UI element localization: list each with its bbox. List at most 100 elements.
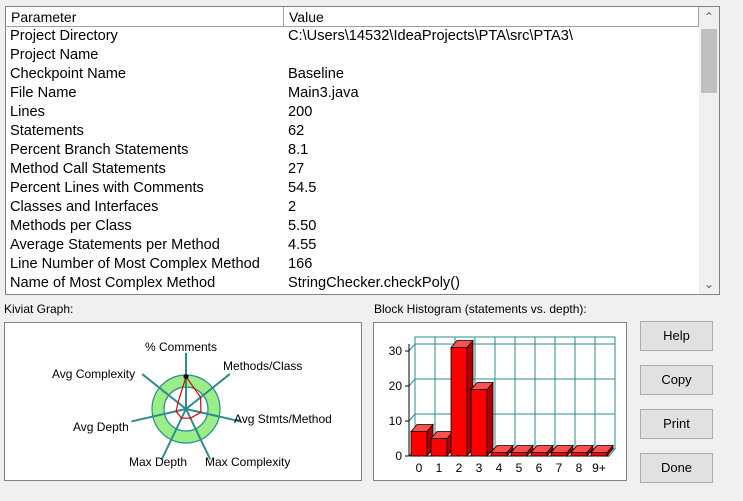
histogram-y-tick-label: 0 xyxy=(395,449,402,463)
histogram-grid-line xyxy=(408,343,416,352)
kiviat-axis-label: Max Complexity xyxy=(205,455,290,469)
kiviat-axis-label: Avg Depth xyxy=(73,420,129,434)
kiviat-graph-panel: % Comments Methods/Class Avg Stmts/Method M… xyxy=(4,322,362,481)
value-cell: 27 xyxy=(288,161,305,177)
table-row[interactable]: File Name Main3.java xyxy=(6,84,699,103)
kiviat-axis xyxy=(185,373,231,410)
kiviat-graph: % Comments Methods/Class Avg Stmts/Method M… xyxy=(52,340,332,469)
parameter-cell: Percent Branch Statements xyxy=(10,142,189,158)
table-row[interactable]: Percent Lines with Comments 54.5 xyxy=(6,179,699,198)
table-scrollbar[interactable]: ⌃ ⌄ xyxy=(699,7,719,294)
kiviat-peak-marker xyxy=(183,374,189,380)
chevron-up-icon[interactable]: ⌃ xyxy=(703,10,715,24)
kiviat-axis-label: Methods/Class xyxy=(223,359,302,373)
kiviat-axis-label: % Comments xyxy=(145,340,217,354)
help-button[interactable]: Help xyxy=(640,321,713,351)
chevron-down-icon[interactable]: ⌄ xyxy=(703,277,715,291)
histogram-x-tick-label: 8 xyxy=(576,461,583,475)
histogram-y-tick-label: 20 xyxy=(389,379,403,393)
table-row[interactable]: Method Call Statements 27 xyxy=(6,160,699,179)
value-cell: 200 xyxy=(288,104,313,120)
table-row[interactable]: Project Directory C:\Users\14532\IdeaProj… xyxy=(6,27,699,46)
table-row[interactable]: Statements 62 xyxy=(6,122,699,141)
value-cell: 4.55 xyxy=(288,237,317,253)
value-cell: Main3.java xyxy=(288,85,359,101)
kiviat-axis xyxy=(160,408,187,460)
parameter-cell: Classes and Interfaces xyxy=(10,199,159,215)
histogram-grid-line xyxy=(408,413,416,422)
value-cell: 5.50 xyxy=(288,218,317,234)
histogram-bar xyxy=(550,444,574,458)
histogram-bar xyxy=(450,339,474,458)
parameter-cell: Checkpoint Name xyxy=(10,66,126,82)
table-row[interactable]: Name of Most Complex Method StringChecker… xyxy=(6,274,699,293)
histogram-bar xyxy=(430,430,454,458)
parameter-cell: Line Number of Most Complex Method xyxy=(10,256,260,272)
value-cell: C:\Users\14532\IdeaProjects\PTA\src\PTA3… xyxy=(288,28,573,44)
metrics-table: Parameter Value Project Directory C:\User… xyxy=(5,6,720,295)
kiviat-axis xyxy=(185,408,212,460)
kiviat-axis-label: Max Depth xyxy=(129,455,187,469)
histogram-x-tick-label: 2 xyxy=(456,461,463,475)
value-cell: StringChecker.checkPoly() xyxy=(288,275,460,291)
kiviat-plot xyxy=(175,375,202,419)
value-cell: 62 xyxy=(288,123,305,139)
copy-button[interactable]: Copy xyxy=(640,365,713,395)
histogram-x-tick-label: 6 xyxy=(536,461,543,475)
kiviat-axis xyxy=(131,408,187,423)
parameter-cell: Percent Lines with Comments xyxy=(10,180,204,196)
scrollbar-thumb[interactable] xyxy=(701,29,717,93)
histogram-bar xyxy=(590,444,614,458)
parameter-cell: Project Directory xyxy=(10,28,118,44)
histogram-y-tick-label: 30 xyxy=(389,344,403,358)
histogram-x-tick-label: 7 xyxy=(556,461,563,475)
parameter-cell: File Name xyxy=(10,85,77,101)
histogram-bar xyxy=(530,444,554,458)
histogram-bar xyxy=(490,444,514,458)
histogram-x-tick-label: 5 xyxy=(516,461,523,475)
print-button[interactable]: Print xyxy=(640,409,713,439)
histogram-x-tick-label: 1 xyxy=(436,461,443,475)
parameter-cell: Statements xyxy=(10,123,84,139)
block-histogram-panel: 0 10 20 30 0 1 2 3 4 5 6 7 8 9+ xyxy=(373,322,627,481)
parameter-cell: Name of Most Complex Method xyxy=(10,275,216,291)
value-cell: 166 xyxy=(288,256,313,272)
table-header: Parameter Value xyxy=(6,7,699,27)
table-row[interactable]: Average Statements per Method 4.55 xyxy=(6,236,699,255)
done-button[interactable]: Done xyxy=(640,453,713,483)
histogram-bar xyxy=(410,423,434,458)
value-cell: Baseline xyxy=(288,66,344,82)
histogram-x-tick-label: 0 xyxy=(416,461,423,475)
table-row[interactable]: Lines 200 xyxy=(6,103,699,122)
kiviat-axis-label: Avg Complexity xyxy=(52,367,135,381)
kiviat-axis xyxy=(141,373,187,410)
value-cell: 54.5 xyxy=(288,180,317,196)
histogram-bar xyxy=(510,444,534,458)
table-body: Project Directory C:\Users\14532\IdeaProj… xyxy=(6,27,699,294)
value-cell: 2 xyxy=(288,199,297,215)
histogram-bar xyxy=(470,381,494,458)
block-histogram-label: Block Histogram (statements vs. depth): xyxy=(374,302,587,316)
parameter-cell: Average Statements per Method xyxy=(10,237,220,253)
table-row[interactable]: Percent Branch Statements 8.1 xyxy=(6,141,699,160)
parameter-cell: Project Name xyxy=(10,47,99,63)
kiviat-graph-label: Kiviat Graph: xyxy=(4,302,74,316)
histogram-x-tick-label: 9+ xyxy=(592,461,606,475)
histogram-x-tick-label: 3 xyxy=(476,461,483,475)
parameter-cell: Method Call Statements xyxy=(10,161,166,177)
table-row[interactable]: Methods per Class 5.50 xyxy=(6,217,699,236)
histogram-grid-line xyxy=(408,378,416,387)
kiviat-axis-label: Avg Stmts/Method xyxy=(234,412,332,426)
parameter-cell: Lines xyxy=(10,104,45,120)
value-cell: 8.1 xyxy=(288,142,309,158)
table-row[interactable]: Project Name xyxy=(6,46,699,65)
table-row[interactable]: Checkpoint Name Baseline xyxy=(6,65,699,84)
table-row[interactable]: Classes and Interfaces 2 xyxy=(6,198,699,217)
table-row[interactable]: Line Number of Most Complex Method 166 xyxy=(6,255,699,274)
parameter-column-header[interactable]: Parameter xyxy=(6,7,284,26)
parameter-cell: Methods per Class xyxy=(10,218,132,234)
value-column-header[interactable]: Value xyxy=(284,7,699,26)
histogram-bar xyxy=(570,444,594,458)
kiviat-axis xyxy=(185,408,241,423)
